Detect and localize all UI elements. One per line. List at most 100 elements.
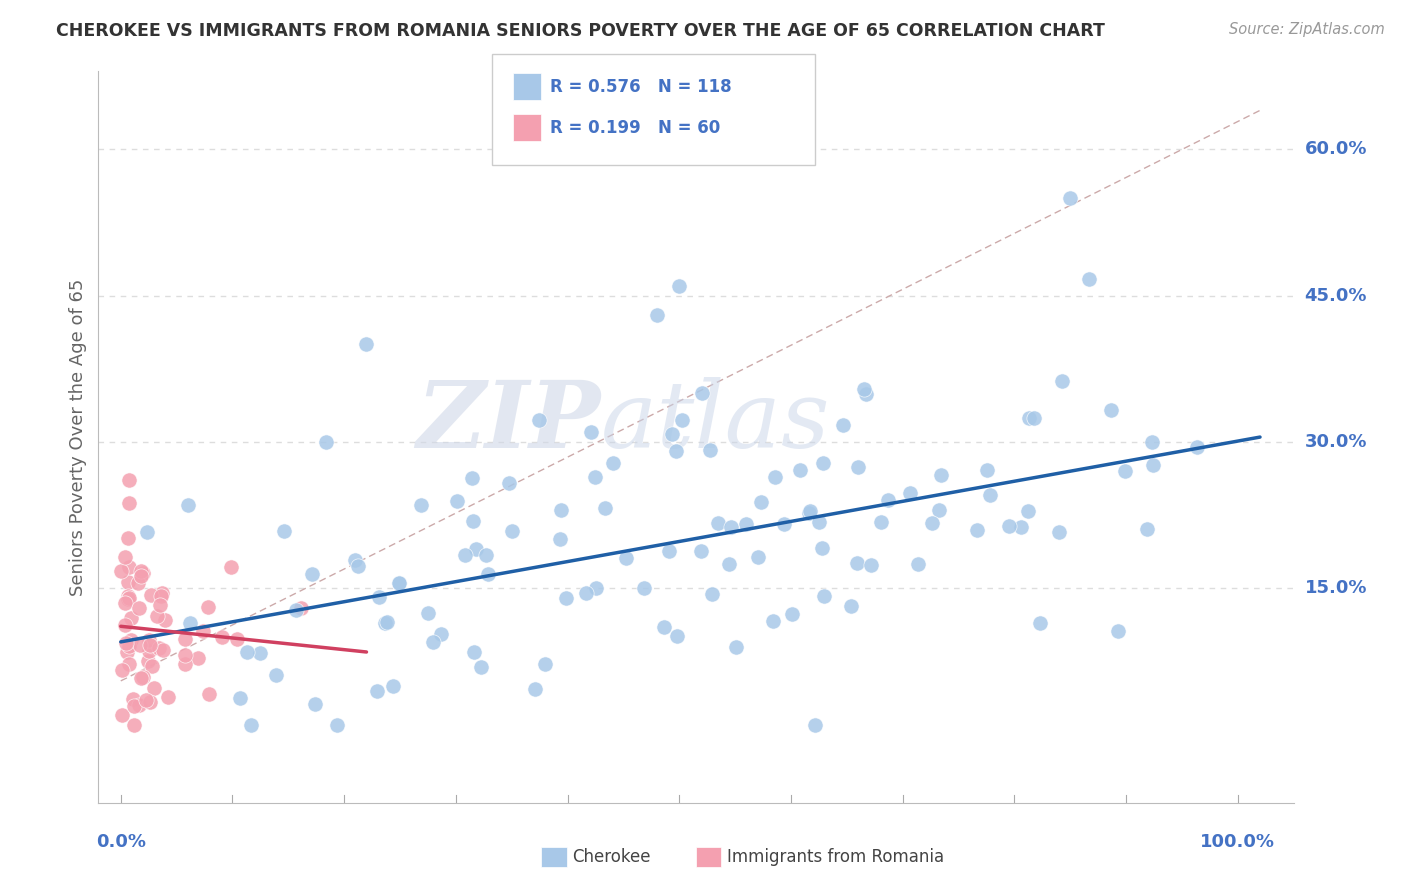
Point xyxy=(998,519,1021,533)
Point xyxy=(579,425,602,439)
Point xyxy=(789,462,811,476)
Point xyxy=(527,413,550,427)
Point xyxy=(855,387,877,401)
Text: R = 0.199   N = 60: R = 0.199 N = 60 xyxy=(550,119,720,136)
Point xyxy=(1107,624,1129,638)
Point xyxy=(699,442,721,457)
Point xyxy=(409,498,432,512)
Point xyxy=(128,698,150,712)
Point xyxy=(652,620,675,634)
Point xyxy=(550,503,572,517)
Point xyxy=(665,444,688,458)
Point xyxy=(665,629,688,643)
Point xyxy=(197,599,219,614)
Point xyxy=(804,718,827,732)
Point xyxy=(115,645,138,659)
Point xyxy=(129,568,152,582)
Point xyxy=(763,470,786,484)
Point xyxy=(724,640,747,654)
Point xyxy=(470,659,492,673)
Text: R = 0.576   N = 118: R = 0.576 N = 118 xyxy=(550,78,731,95)
Point xyxy=(853,382,876,396)
Point xyxy=(139,588,162,602)
Text: 45.0%: 45.0% xyxy=(1305,286,1367,305)
Point xyxy=(127,575,149,590)
Point xyxy=(700,587,723,601)
Point xyxy=(346,559,368,574)
Point xyxy=(813,589,835,603)
Point xyxy=(907,557,929,571)
Point xyxy=(602,456,624,470)
Point xyxy=(1185,440,1208,454)
Point xyxy=(1059,191,1081,205)
Point xyxy=(524,682,547,697)
Point xyxy=(474,548,496,562)
Point xyxy=(114,618,136,632)
Point xyxy=(929,467,952,482)
Point xyxy=(658,544,681,558)
Point xyxy=(187,651,209,665)
Point xyxy=(118,473,141,487)
Point xyxy=(148,640,170,655)
Point xyxy=(463,514,485,528)
Point xyxy=(149,599,172,613)
Point xyxy=(593,501,616,516)
Point xyxy=(118,591,141,606)
Point xyxy=(797,506,820,520)
Point xyxy=(325,718,347,732)
Point xyxy=(315,434,337,449)
Point xyxy=(1017,503,1039,517)
Point xyxy=(118,496,141,510)
Text: 15.0%: 15.0% xyxy=(1305,579,1367,598)
Point xyxy=(128,601,150,615)
Point xyxy=(173,648,195,663)
Point xyxy=(366,684,388,698)
Point xyxy=(845,556,868,570)
Point xyxy=(976,462,998,476)
Point xyxy=(219,560,242,574)
Point xyxy=(928,503,950,517)
Point xyxy=(156,690,179,705)
Point xyxy=(388,576,411,591)
Point xyxy=(799,504,821,518)
Point xyxy=(1077,272,1099,286)
Point xyxy=(1022,410,1045,425)
Text: Source: ZipAtlas.com: Source: ZipAtlas.com xyxy=(1229,22,1385,37)
Point xyxy=(1140,435,1163,450)
Point xyxy=(138,632,160,647)
Point xyxy=(135,693,157,707)
Point xyxy=(1114,464,1136,478)
Text: 100.0%: 100.0% xyxy=(1201,833,1275,851)
Point xyxy=(114,596,136,610)
Point xyxy=(707,516,730,530)
Text: Cherokee: Cherokee xyxy=(572,848,651,866)
Point xyxy=(463,645,485,659)
Point xyxy=(1010,520,1032,534)
Point xyxy=(860,558,883,572)
Point xyxy=(118,639,141,653)
Point xyxy=(122,699,145,714)
Point xyxy=(446,493,468,508)
Point xyxy=(177,498,200,512)
Point xyxy=(111,707,134,722)
Point xyxy=(762,614,785,628)
Point xyxy=(430,626,453,640)
Point xyxy=(661,427,683,442)
Point xyxy=(1018,411,1040,425)
Point xyxy=(534,657,557,671)
Point xyxy=(555,591,578,606)
Point xyxy=(671,413,693,427)
Point xyxy=(132,566,155,580)
Point xyxy=(807,515,830,529)
Point xyxy=(198,687,221,701)
Point xyxy=(211,630,233,644)
Text: 60.0%: 60.0% xyxy=(1305,140,1367,159)
Point xyxy=(846,459,869,474)
Point xyxy=(114,636,136,650)
Point xyxy=(1047,524,1070,539)
Point xyxy=(633,581,655,595)
Point xyxy=(422,634,444,648)
Point xyxy=(150,586,173,600)
Point xyxy=(416,606,439,620)
Point xyxy=(139,695,162,709)
